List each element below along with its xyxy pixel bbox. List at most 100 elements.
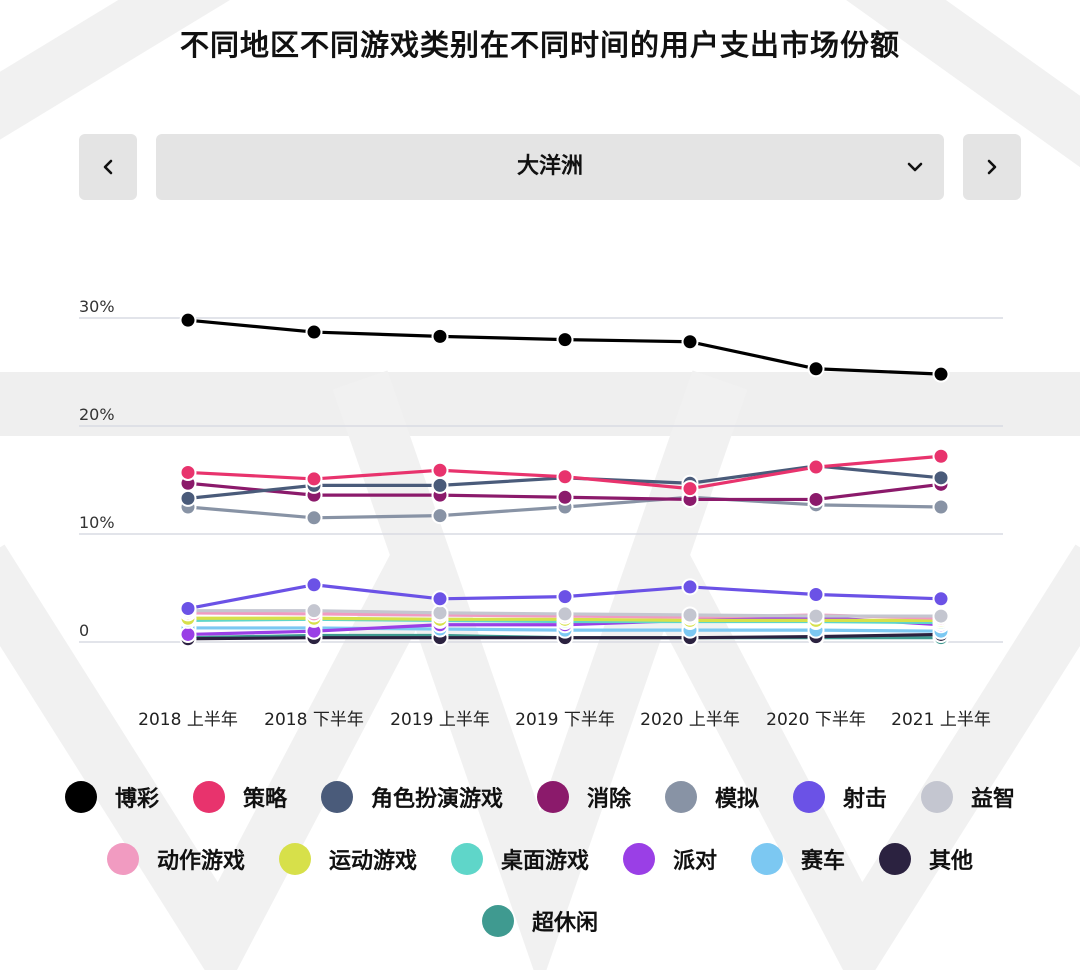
data-point <box>305 602 323 620</box>
data-point <box>932 498 950 516</box>
data-point <box>932 365 950 383</box>
legend-item[interactable]: 其他 <box>879 843 973 875</box>
data-point <box>932 590 950 608</box>
data-point <box>431 461 449 479</box>
legend-label: 其他 <box>929 849 974 874</box>
data-point <box>431 604 449 622</box>
data-point <box>932 447 950 465</box>
legend-item[interactable]: 角色扮演游戏 <box>320 781 503 813</box>
data-point <box>556 468 574 486</box>
legend-row-3: 超休闲 <box>0 890 1080 952</box>
y-tick-label: 0 <box>79 621 89 640</box>
legend-item[interactable]: 模拟 <box>665 781 759 813</box>
data-point <box>681 578 699 596</box>
legend-row-2: 动作游戏 运动游戏 桌面游戏 派对 赛车 其他 <box>0 828 1080 890</box>
data-point <box>431 476 449 494</box>
data-point <box>179 489 197 507</box>
y-tick-label: 10% <box>79 513 115 532</box>
x-tick-label: 2019 上半年 <box>390 710 490 730</box>
x-tick-label: 2020 下半年 <box>766 710 866 730</box>
chevron-right-icon <box>987 159 997 175</box>
legend-swatch <box>320 781 353 813</box>
legend-item[interactable]: 益智 <box>921 781 1015 813</box>
data-point <box>431 590 449 608</box>
legend-label: 超休闲 <box>531 911 598 936</box>
legend-label: 射击 <box>843 787 888 812</box>
legend-item[interactable]: 消除 <box>536 781 631 813</box>
legend-label: 角色扮演游戏 <box>370 787 503 812</box>
legend-label: 运动游戏 <box>328 849 417 874</box>
legend-swatch <box>106 843 139 875</box>
legend-item[interactable]: 策略 <box>192 781 287 813</box>
legend-swatch <box>793 781 826 813</box>
legend-label: 派对 <box>673 849 718 874</box>
legend-item[interactable]: 派对 <box>623 843 717 875</box>
chart-title: 不同地区不同游戏类别在不同时间的用户支出市场份额 <box>179 28 900 62</box>
next-region-button[interactable] <box>963 134 1021 200</box>
data-point <box>431 327 449 345</box>
data-point <box>807 360 825 378</box>
legend-item[interactable]: 动作游戏 <box>106 843 245 875</box>
data-point <box>932 469 950 487</box>
legend-item[interactable]: 博彩 <box>64 781 159 813</box>
x-tick-label: 2019 下半年 <box>515 710 615 730</box>
data-point <box>179 600 197 618</box>
legend-item[interactable]: 超休闲 <box>481 905 598 937</box>
legend-item[interactable]: 赛车 <box>751 843 845 875</box>
x-tick-label: 2018 下半年 <box>264 710 364 730</box>
legend-swatch <box>751 843 784 875</box>
data-point <box>305 576 323 594</box>
data-point <box>556 331 574 349</box>
data-point <box>807 585 825 603</box>
chart-legend: 博彩 策略 角色扮演游戏 消除 模拟 射击 益智 动作游戏 运动游戏 桌面游戏 派对 赛车 其他 超休… <box>0 766 1080 952</box>
legend-item[interactable]: 桌面游戏 <box>450 843 589 875</box>
data-point <box>305 323 323 341</box>
legend-swatch <box>450 843 483 875</box>
series-射击 <box>179 576 950 618</box>
data-point <box>681 606 699 624</box>
data-point <box>932 607 950 625</box>
data-point <box>179 625 197 643</box>
legend-swatch <box>64 781 97 813</box>
chevron-left-icon <box>103 159 113 175</box>
legend-swatch <box>665 781 697 813</box>
legend-label: 动作游戏 <box>156 849 245 874</box>
series-益智 <box>179 602 950 625</box>
data-point <box>305 470 323 488</box>
data-point <box>556 588 574 606</box>
legend-label: 消除 <box>586 787 631 812</box>
data-point <box>556 605 574 623</box>
x-tick-label: 2018 上半年 <box>138 710 238 730</box>
legend-label: 桌面游戏 <box>500 849 589 874</box>
legend-label: 赛车 <box>801 849 846 874</box>
legend-swatch <box>536 781 569 813</box>
data-point <box>807 458 825 476</box>
legend-swatch <box>481 905 514 937</box>
legend-label: 博彩 <box>114 787 159 812</box>
data-point <box>179 311 197 329</box>
legend-swatch <box>278 843 311 875</box>
series-博彩 <box>179 311 950 383</box>
legend-label: 策略 <box>242 787 287 812</box>
data-point <box>681 480 699 498</box>
legend-item[interactable]: 运动游戏 <box>278 843 417 875</box>
x-tick-label: 2021 上半年 <box>891 710 991 730</box>
region-selected-value: 大洋洲 <box>516 154 583 179</box>
data-point <box>681 333 699 351</box>
x-tick-label: 2020 上半年 <box>640 710 740 730</box>
region-dropdown[interactable]: 大洋洲 <box>156 134 944 200</box>
data-point <box>556 488 574 506</box>
y-tick-label: 20% <box>79 405 115 424</box>
prev-region-button[interactable] <box>79 134 137 200</box>
legend-swatch <box>921 781 954 813</box>
legend-item[interactable]: 射击 <box>793 781 887 813</box>
data-point <box>305 509 323 527</box>
legend-swatch <box>192 781 225 813</box>
data-point <box>431 507 449 525</box>
legend-row-1: 博彩 策略 角色扮演游戏 消除 模拟 射击 益智 <box>0 766 1080 828</box>
data-point <box>807 490 825 508</box>
legend-swatch <box>623 843 655 875</box>
data-point <box>179 463 197 481</box>
